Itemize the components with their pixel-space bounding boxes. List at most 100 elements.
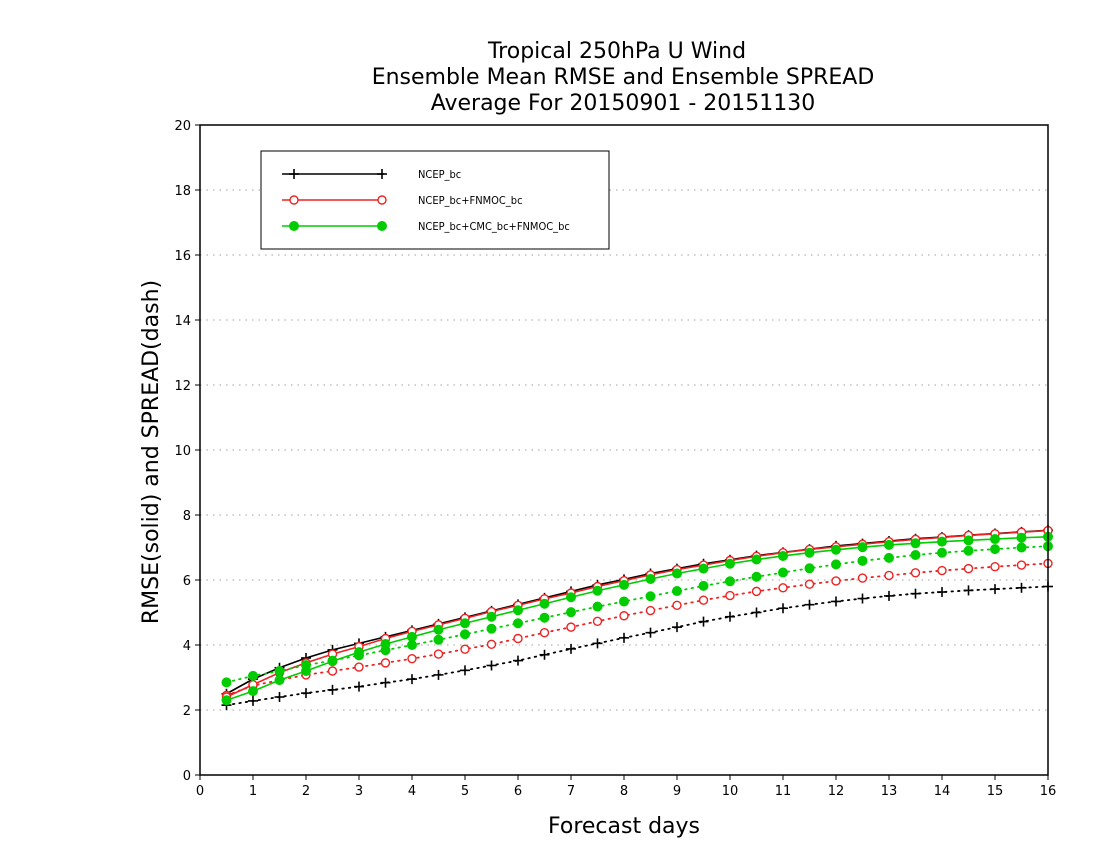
spread-point <box>963 563 974 574</box>
rmse-point <box>857 542 868 553</box>
legend-label: NCEP_bc+CMC_bc+FNMOC_bc <box>418 220 570 233</box>
spread-point <box>751 607 762 618</box>
spread-point <box>725 576 735 587</box>
spread-point <box>751 586 762 597</box>
spread-point <box>566 622 576 632</box>
rmse-point <box>804 547 815 558</box>
spread-point <box>857 555 868 566</box>
spread-point <box>937 587 947 598</box>
spread-point <box>248 695 258 706</box>
spread-point <box>486 623 497 634</box>
spread-point <box>698 580 709 591</box>
spread-point <box>380 658 391 668</box>
x-tick-label: 6 <box>514 784 522 799</box>
y-tick-label: 12 <box>174 379 191 394</box>
spread-point <box>327 666 338 676</box>
spread-point <box>831 576 841 586</box>
spread-point <box>513 655 523 666</box>
rmse-point <box>380 639 391 650</box>
spread-point <box>751 571 762 582</box>
spread-point <box>592 601 603 612</box>
spread-point <box>274 666 285 676</box>
spread-point <box>407 674 417 685</box>
spread-point <box>910 549 921 560</box>
rmse-point <box>460 618 470 629</box>
spread-point <box>804 599 815 610</box>
spread-point <box>937 565 947 576</box>
spread-point <box>592 638 603 649</box>
rmse-point <box>619 579 629 590</box>
x-tick-label: 4 <box>408 784 416 799</box>
rmse-point <box>963 535 974 546</box>
spread-point <box>725 611 735 622</box>
spread-point <box>513 618 523 629</box>
y-axis-label: RMSE(solid) and SPREAD(dash) <box>139 280 164 624</box>
x-tick-label: 15 <box>987 784 1004 799</box>
spread-point <box>937 547 947 558</box>
x-tick-label: 2 <box>302 784 310 799</box>
spread-point <box>645 605 656 616</box>
rmse-line <box>226 535 1049 702</box>
spread-point <box>513 633 523 644</box>
rmse-point <box>990 534 1000 545</box>
rmse-point <box>354 647 364 658</box>
spread-point <box>963 585 974 596</box>
x-axis-label: Forecast days <box>548 814 700 839</box>
rmse-point <box>778 550 788 561</box>
legend-entry: NCEP_bc+FNMOC_bc <box>282 194 523 207</box>
x-tick-label: 16 <box>1040 784 1057 799</box>
y-tick-label: 18 <box>174 184 191 199</box>
spread-point <box>460 629 470 640</box>
x-tick-label: 10 <box>722 784 739 799</box>
spread-point <box>433 669 444 680</box>
legend-entry: NCEP_bc <box>282 168 461 181</box>
spread-point <box>619 632 629 643</box>
y-tick-label: 6 <box>183 574 191 589</box>
rmse-point <box>645 574 656 585</box>
rmse-point <box>672 568 682 579</box>
legend-marker <box>289 221 299 231</box>
y-tick-label: 14 <box>174 314 191 329</box>
spread-point <box>301 688 311 699</box>
rmse-point <box>327 656 338 667</box>
rmse-point <box>221 695 232 706</box>
spread-point <box>486 660 497 671</box>
x-tick-label: 5 <box>461 784 469 799</box>
rmse-point <box>698 563 709 574</box>
legend-marker <box>289 169 299 179</box>
spread-point <box>221 677 232 688</box>
spread-point <box>857 573 868 583</box>
rmse-point <box>725 558 735 569</box>
spread-point <box>566 607 576 618</box>
spread-point <box>672 622 682 633</box>
spread-point <box>407 653 417 664</box>
legend-marker <box>377 169 387 179</box>
rmse-point <box>751 554 762 565</box>
rmse-point <box>274 675 285 686</box>
rmse-point <box>301 666 311 676</box>
x-tick-label: 14 <box>934 784 951 799</box>
spread-point <box>884 570 894 581</box>
spread-point <box>433 634 444 645</box>
spread-point <box>619 611 629 621</box>
rmse-point <box>1016 532 1027 543</box>
series-2 <box>221 531 1053 706</box>
spread-point <box>910 588 921 599</box>
spread-point <box>1016 560 1027 570</box>
spread-point <box>698 616 709 627</box>
spread-point <box>1016 582 1027 593</box>
legend-marker <box>377 221 387 231</box>
x-tick-label: 9 <box>673 784 681 799</box>
spread-point <box>248 670 258 681</box>
rmse-point <box>486 611 497 622</box>
legend-label: NCEP_bc+FNMOC_bc <box>418 194 523 207</box>
x-tick-label: 11 <box>775 784 792 799</box>
spread-point <box>778 567 788 578</box>
x-tick-label: 8 <box>620 784 628 799</box>
spread-point <box>1016 542 1027 553</box>
spread-point <box>990 584 1000 595</box>
series-0 <box>221 525 1053 711</box>
spread-point <box>804 563 815 574</box>
series-1 <box>221 525 1053 702</box>
spread-point <box>884 552 894 563</box>
